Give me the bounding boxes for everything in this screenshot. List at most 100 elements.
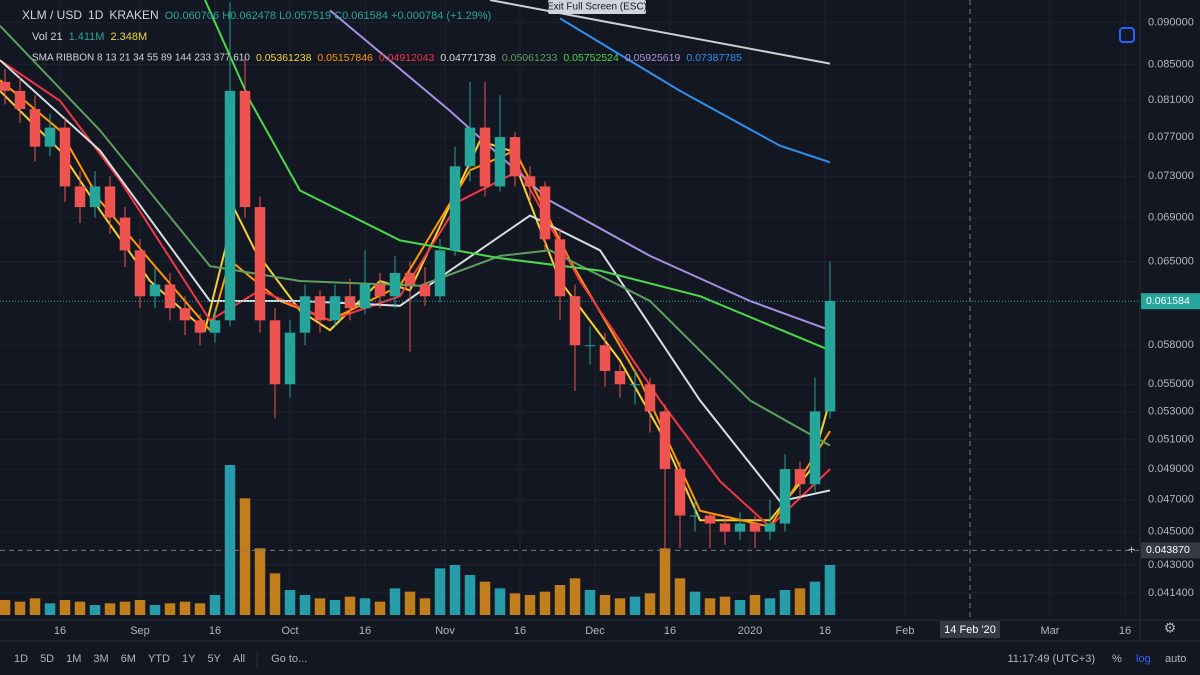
range-button[interactable]: All bbox=[233, 653, 245, 665]
range-button[interactable]: 1Y bbox=[182, 653, 196, 665]
candle-body bbox=[209, 320, 221, 333]
volume-bar bbox=[329, 600, 341, 615]
interval: 1D bbox=[88, 8, 104, 22]
legend-value: 0.05361238 bbox=[256, 52, 312, 64]
candle-body bbox=[539, 186, 551, 240]
volume-bar bbox=[389, 588, 401, 615]
range-button[interactable]: 5Y bbox=[207, 653, 221, 665]
plus-icon: + bbox=[1128, 542, 1135, 556]
exit-button-label[interactable]: Exit Full Screen (ESC) bbox=[547, 2, 647, 13]
volume-bar bbox=[119, 601, 131, 615]
candle-body bbox=[824, 301, 836, 412]
candle-body bbox=[809, 411, 821, 485]
candle-body bbox=[14, 90, 26, 110]
percent-toggle[interactable]: % bbox=[1112, 653, 1122, 665]
candle-body bbox=[674, 469, 686, 516]
auto-toggle[interactable]: auto bbox=[1165, 653, 1186, 665]
sma-line bbox=[0, 25, 831, 447]
x-tick-label: Nov bbox=[435, 625, 455, 637]
volume-bar bbox=[179, 601, 191, 615]
volume-bar bbox=[494, 588, 506, 615]
candle-body bbox=[449, 166, 461, 251]
candle-body bbox=[89, 186, 101, 208]
candle-body bbox=[404, 272, 416, 285]
log-toggle[interactable]: log bbox=[1136, 653, 1151, 665]
candle-body bbox=[344, 296, 356, 309]
candle-body bbox=[659, 411, 671, 470]
candle-body bbox=[689, 515, 701, 517]
volume-bar bbox=[554, 585, 566, 615]
volume-legend: Vol 21 bbox=[32, 31, 63, 43]
volume-bar bbox=[209, 595, 221, 615]
volume-bar bbox=[809, 581, 821, 615]
volume-bar bbox=[824, 565, 836, 615]
volume-bar bbox=[584, 590, 596, 615]
candle-body bbox=[734, 523, 746, 532]
candle-body bbox=[104, 186, 116, 218]
goto-button[interactable]: Go to... bbox=[271, 653, 307, 665]
candle-body bbox=[764, 523, 776, 532]
candle-body bbox=[134, 250, 146, 297]
x-tick-label: Oct bbox=[281, 625, 298, 637]
y-tick-label: 0.049000 bbox=[1148, 463, 1194, 475]
candle-body bbox=[224, 90, 236, 321]
candle-body bbox=[374, 284, 386, 297]
x-tick-label: 16 bbox=[819, 625, 831, 637]
crosshair-y-label: 0.043870 bbox=[1146, 544, 1190, 556]
candle-body bbox=[329, 296, 341, 321]
x-tick-label: 16 bbox=[1119, 625, 1131, 637]
volume-bar bbox=[359, 598, 371, 615]
range-button[interactable]: 3M bbox=[93, 653, 108, 665]
volume-bar bbox=[509, 593, 521, 615]
volume-bar bbox=[374, 601, 386, 615]
volume-bar bbox=[629, 596, 641, 615]
volume-bar bbox=[419, 598, 431, 615]
volume-value: 1.411M bbox=[69, 31, 105, 43]
candle-body bbox=[0, 81, 11, 91]
volume-bar bbox=[404, 591, 416, 615]
y-tick-label: 0.065000 bbox=[1148, 255, 1194, 267]
legend-value: 0.05925619 bbox=[625, 52, 681, 64]
range-button[interactable]: 1M bbox=[66, 653, 81, 665]
x-tick-label: Dec bbox=[585, 625, 605, 637]
candle-body bbox=[419, 284, 431, 297]
candle-body bbox=[269, 320, 281, 385]
volume-bar bbox=[539, 591, 551, 615]
range-button[interactable]: 6M bbox=[121, 653, 136, 665]
candle-body bbox=[749, 523, 761, 532]
volume-bar bbox=[599, 595, 611, 615]
crosshair-x-box bbox=[940, 621, 1000, 638]
volume-bar bbox=[74, 601, 86, 615]
settings-icon[interactable] bbox=[1119, 27, 1135, 43]
last-price-box bbox=[1141, 293, 1200, 310]
y-tick-label: 0.055000 bbox=[1148, 378, 1194, 390]
candle-body bbox=[74, 186, 86, 208]
volume-bar bbox=[614, 598, 626, 615]
grid bbox=[0, 0, 1140, 620]
range-button[interactable]: 1D bbox=[14, 653, 28, 665]
volume-bar bbox=[734, 600, 746, 615]
candle-body bbox=[59, 127, 71, 187]
candle-body bbox=[524, 176, 536, 187]
y-tick-label: 0.047000 bbox=[1148, 494, 1194, 506]
candle-body bbox=[44, 127, 56, 147]
y-tick-label: 0.051000 bbox=[1148, 434, 1194, 446]
exit-button[interactable] bbox=[548, 0, 646, 14]
volume-bar bbox=[569, 578, 581, 615]
range-button[interactable]: YTD bbox=[148, 653, 170, 665]
sma-line bbox=[559, 17, 831, 164]
volume-bar bbox=[29, 598, 41, 615]
candle-body bbox=[239, 90, 251, 208]
gear-icon[interactable]: ⚙ bbox=[1164, 620, 1177, 636]
candle-body bbox=[479, 127, 491, 187]
candle-body bbox=[434, 250, 446, 297]
candle-body bbox=[119, 217, 131, 251]
volume-bar bbox=[794, 588, 806, 615]
range-button[interactable]: 5D bbox=[40, 653, 54, 665]
y-tick-label: 0.073000 bbox=[1148, 170, 1194, 182]
clock: 11:17:49 (UTC+3) bbox=[1007, 653, 1095, 665]
volume-bar bbox=[164, 603, 176, 615]
volume-bar bbox=[299, 595, 311, 615]
candle-body bbox=[299, 296, 311, 333]
